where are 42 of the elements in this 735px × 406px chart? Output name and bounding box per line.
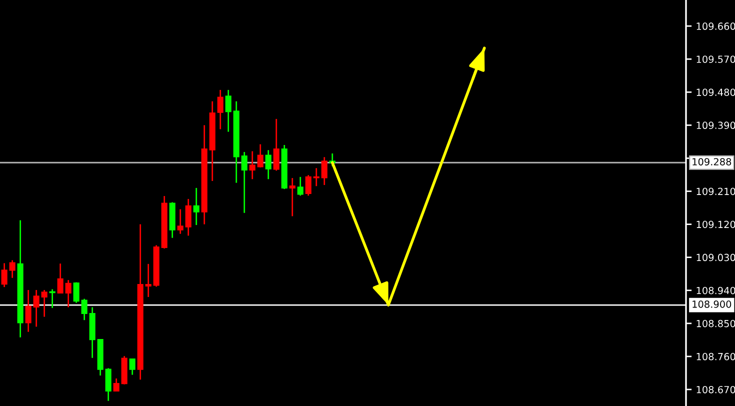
ref-line-label: 109.288	[692, 158, 732, 166]
candlestick	[57, 262, 64, 294]
candlestick	[73, 282, 80, 304]
candlestick	[185, 198, 192, 236]
candlestick	[1, 262, 8, 288]
candlestick	[225, 89, 232, 132]
candlestick	[265, 149, 272, 180]
candlestick	[321, 156, 328, 186]
ref-line-label: 108.900	[692, 300, 732, 308]
candlestick	[129, 358, 136, 376]
y-tick-label: 109.030	[696, 254, 735, 262]
candlestick	[305, 174, 312, 196]
candlestick	[241, 151, 248, 214]
y-tick-label: 109.390	[696, 122, 735, 130]
y-tick-label: 108.670	[696, 386, 735, 394]
candlestick	[33, 289, 40, 328]
candlestick	[81, 298, 88, 321]
y-tick-label: 109.660	[696, 22, 735, 30]
candlestick	[65, 279, 72, 308]
y-tick-label: 108.850	[696, 320, 735, 328]
candlestick	[273, 118, 280, 172]
candlestick	[41, 289, 48, 318]
candlestick	[297, 176, 304, 196]
y-tick-label: 109.120	[696, 220, 735, 228]
candlestick	[145, 263, 152, 298]
y-tick-label: 108.760	[696, 352, 735, 360]
candlestick	[113, 378, 120, 392]
candlestick	[25, 289, 32, 333]
candlestick	[177, 208, 184, 235]
y-tick-label: 109.570	[696, 56, 735, 63]
candlestick	[193, 187, 200, 226]
candlestick	[249, 150, 256, 180]
candlestick	[289, 177, 296, 217]
candlestick	[49, 288, 56, 309]
candlestick	[217, 89, 224, 130]
y-tick-label: 109.480	[696, 88, 735, 96]
candlestick	[105, 367, 112, 402]
candlestick	[9, 260, 16, 279]
candlestick	[313, 167, 320, 187]
candlestick	[257, 144, 264, 168]
y-tick-label: 109.210	[696, 188, 735, 196]
y-tick-label: 108.940	[696, 286, 735, 294]
